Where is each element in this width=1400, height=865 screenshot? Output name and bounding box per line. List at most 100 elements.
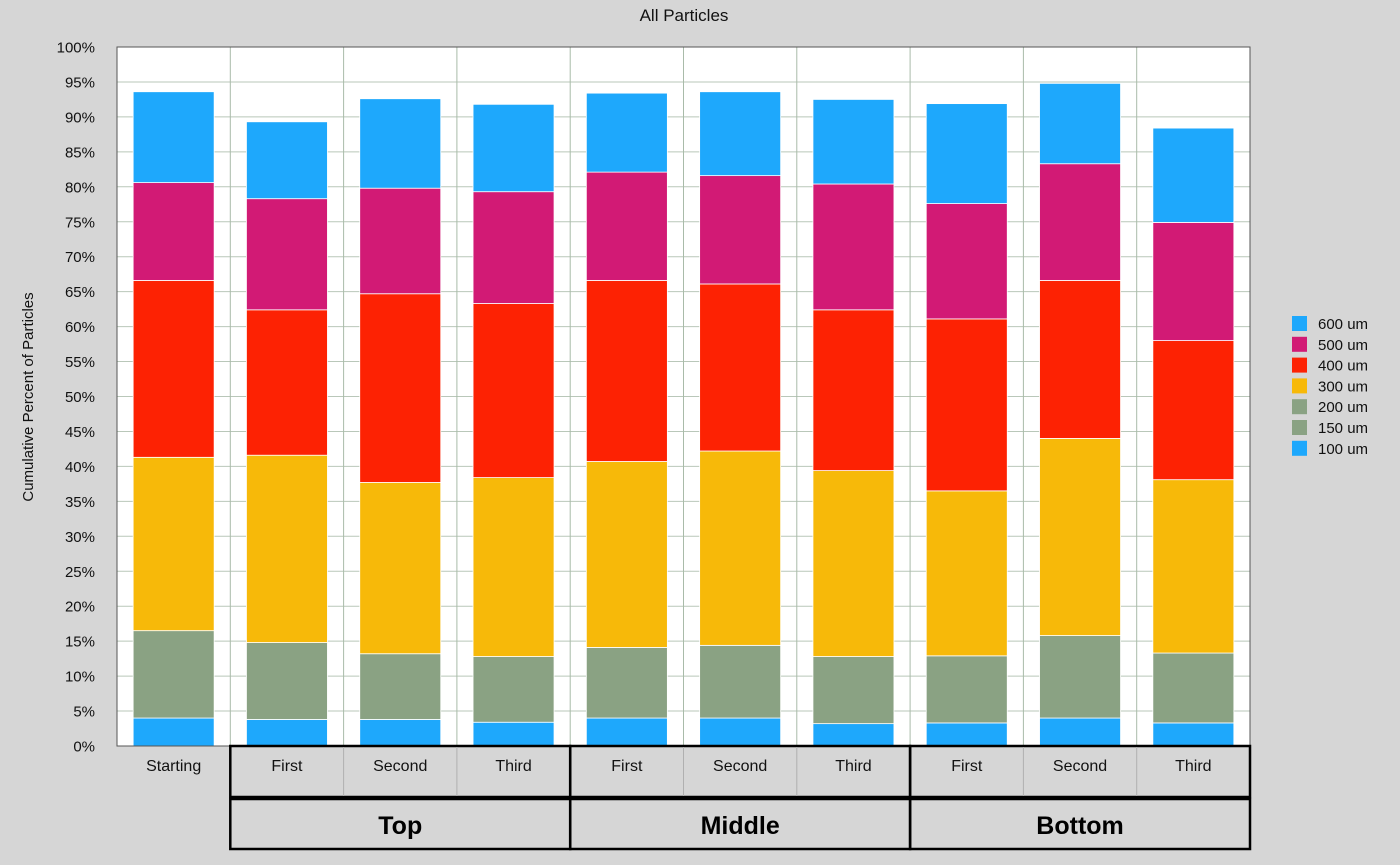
bar-segment-500-um bbox=[132, 182, 215, 281]
bar-segment-400-um bbox=[585, 280, 668, 462]
x-tick-label: Third bbox=[495, 758, 531, 775]
legend-label: 500 um bbox=[1318, 337, 1368, 354]
plot-area: 0% 5% 10% 15% 20% 25% 30% 35% 40% 45% 50% 55% 60% 65%… bbox=[57, 40, 1252, 851]
legend-swatch bbox=[1292, 420, 1307, 435]
y-tick-label: 100% bbox=[57, 40, 95, 57]
legend-swatch bbox=[1292, 399, 1307, 415]
bar-segment-500-um bbox=[585, 171, 668, 281]
group-subheader-frame bbox=[908, 744, 1252, 799]
bar-segment-150-um bbox=[585, 647, 668, 719]
bar-segment-300-um bbox=[359, 482, 442, 655]
bar-segment-600-um bbox=[1039, 82, 1121, 165]
y-tick-label: 35% bbox=[65, 494, 95, 511]
bar-segment-600-um bbox=[246, 121, 328, 200]
bar-segment-500-um bbox=[246, 198, 328, 311]
bar-segment-150-um bbox=[925, 655, 1008, 724]
bar-segment-100-um bbox=[1039, 717, 1121, 747]
group-label: Top bbox=[378, 812, 422, 840]
legend-swatch bbox=[1292, 440, 1307, 456]
bar-segment-100-um bbox=[812, 723, 895, 747]
y-tick-label: 60% bbox=[65, 319, 95, 336]
legend-swatch bbox=[1292, 378, 1307, 394]
y-tick-label: 75% bbox=[65, 214, 95, 231]
y-tick-label: 30% bbox=[65, 529, 95, 546]
legend-label: 600 um bbox=[1318, 316, 1368, 333]
legend-label: 400 um bbox=[1318, 358, 1368, 375]
bar-segment-600-um bbox=[132, 91, 215, 184]
y-tick-label: 50% bbox=[65, 389, 95, 406]
bar-segment-500-um bbox=[1152, 222, 1235, 341]
bar-segment-500-um bbox=[472, 191, 555, 304]
bar-segment-300-um bbox=[472, 477, 555, 657]
x-tick-label: First bbox=[611, 758, 643, 775]
bar-segment-100-um bbox=[925, 722, 1008, 747]
bar-segment-500-um bbox=[925, 203, 1008, 320]
bar-segment-600-um bbox=[359, 98, 442, 189]
bar-segment-100-um bbox=[359, 719, 442, 747]
bar-segment-300-um bbox=[925, 490, 1008, 657]
bar-segment-500-um bbox=[699, 175, 782, 285]
y-tick-label: 70% bbox=[65, 249, 95, 266]
y-tick-label: 10% bbox=[65, 669, 95, 686]
bar-segment-150-um bbox=[1039, 635, 1121, 719]
x-tick-label: First bbox=[271, 758, 303, 775]
bar-segment-300-um bbox=[1039, 438, 1121, 636]
y-tick-label: 15% bbox=[65, 634, 95, 651]
bar-segment-100-um bbox=[472, 721, 555, 747]
bar-segment-300-um bbox=[132, 456, 215, 632]
x-tick-label: Starting bbox=[146, 758, 201, 775]
x-tick-label: Third bbox=[1175, 758, 1211, 775]
bar-segment-400-um bbox=[246, 309, 328, 456]
x-tick-label: Second bbox=[713, 758, 767, 775]
y-tick-label: 45% bbox=[65, 424, 95, 441]
legend: 600 um 500 um 400 um 300 um 200 um 150 um 100 … bbox=[1292, 316, 1368, 458]
bar-segment-150-um bbox=[1152, 652, 1235, 724]
group-label: Middle bbox=[701, 812, 780, 840]
bar-segment-150-um bbox=[472, 656, 555, 723]
bar-segment-600-um bbox=[472, 103, 555, 193]
bar-segment-150-um bbox=[812, 656, 895, 725]
legend-label: 200 um bbox=[1318, 399, 1368, 416]
bar-segment-400-um bbox=[132, 280, 215, 458]
y-tick-label: 80% bbox=[65, 179, 95, 196]
bar-segment-400-um bbox=[1039, 280, 1121, 439]
bar-segment-100-um bbox=[1152, 722, 1235, 747]
y-tick-label: 40% bbox=[65, 459, 95, 476]
bar-segment-100-um bbox=[585, 717, 668, 747]
bar-segment-300-um bbox=[585, 461, 668, 648]
bar-segment-300-um bbox=[246, 454, 328, 643]
y-tick-label: 85% bbox=[65, 144, 95, 161]
bar-segment-100-um bbox=[246, 719, 328, 747]
y-tick-label: 95% bbox=[65, 74, 95, 91]
bar-segment-300-um bbox=[812, 470, 895, 657]
bar-segment-600-um bbox=[1152, 127, 1235, 223]
x-tick-label: Second bbox=[373, 758, 427, 775]
bar-segment-150-um bbox=[359, 653, 442, 720]
y-tick-label: 90% bbox=[65, 109, 95, 126]
legend-swatch bbox=[1292, 357, 1307, 373]
y-tick-label: 25% bbox=[65, 564, 95, 581]
bar-segment-600-um bbox=[585, 92, 668, 173]
bar-segment-600-um bbox=[925, 103, 1008, 204]
bar-segment-100-um bbox=[699, 717, 782, 747]
y-tick-label: 0% bbox=[73, 739, 95, 756]
bar-segment-100-um bbox=[132, 717, 215, 747]
x-tick-label: First bbox=[951, 758, 983, 775]
y-tick-label: 65% bbox=[65, 284, 95, 301]
legend-label: 100 um bbox=[1318, 441, 1368, 458]
bar-segment-600-um bbox=[812, 99, 895, 185]
bar-segment-500-um bbox=[812, 183, 895, 311]
bar-segment-400-um bbox=[699, 283, 782, 452]
bar-segment-300-um bbox=[699, 450, 782, 646]
bar-segment-150-um bbox=[699, 644, 782, 719]
bar-segment-600-um bbox=[699, 91, 782, 177]
legend-swatch bbox=[1292, 336, 1307, 352]
bar-segment-150-um bbox=[132, 630, 215, 719]
chart-title: All Particles bbox=[640, 6, 729, 25]
bar-segment-400-um bbox=[1152, 340, 1235, 481]
y-tick-label: 20% bbox=[65, 599, 95, 616]
bar-segment-500-um bbox=[1039, 163, 1121, 281]
bar-segment-400-um bbox=[925, 318, 1008, 492]
x-tick-label: Third bbox=[835, 758, 871, 775]
